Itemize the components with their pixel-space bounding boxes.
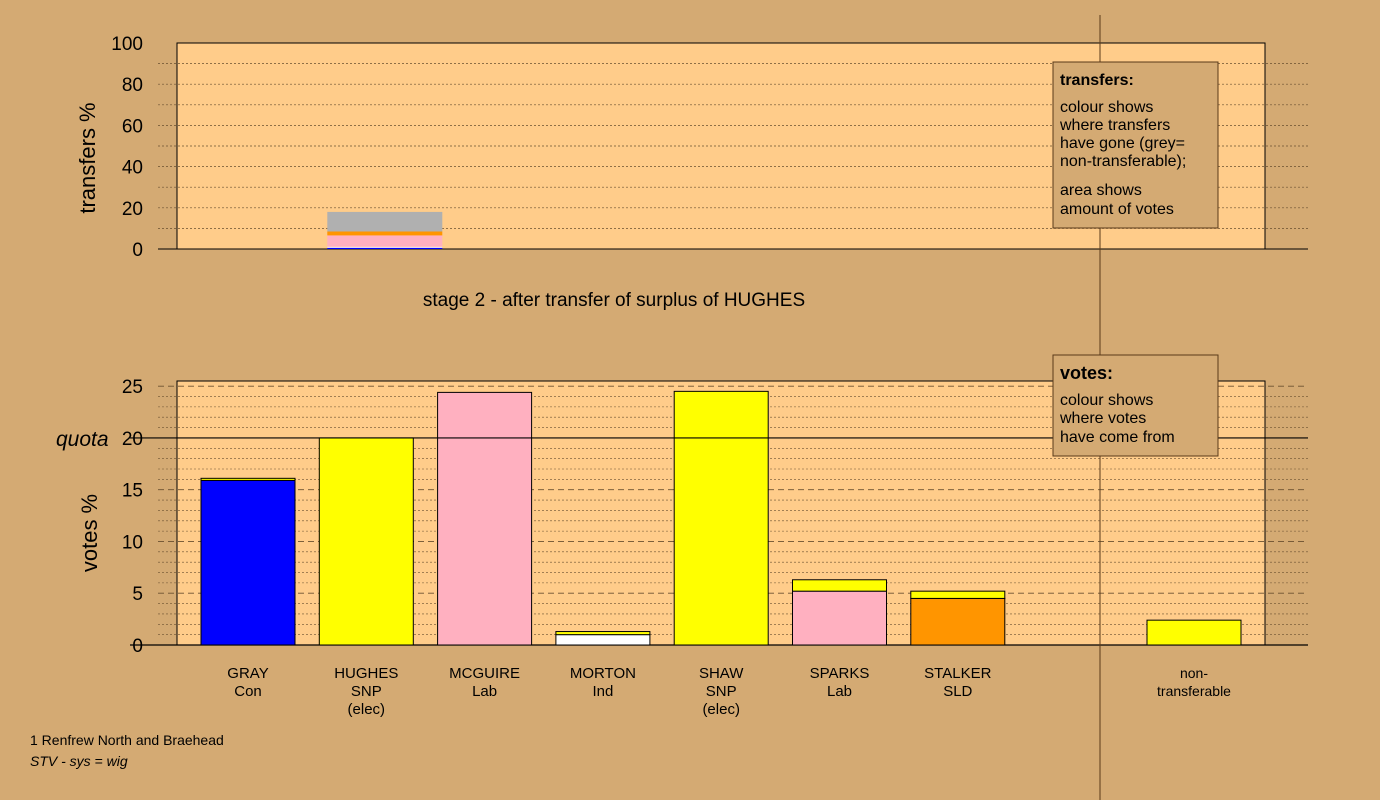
transfer-segment-blue [327,247,443,249]
votes-y-axis-label: votes % [77,494,102,572]
vote-bar-morton-segment-white [555,634,651,646]
transfer-segment-pink [327,235,443,247]
vote-bar-stalker-segment-yellow [910,590,1006,599]
y-tick-label: 20 [122,429,143,450]
votes-x-labels: GRAYConHUGHESSNP(elec)MCGUIRELabMORTONIn… [227,665,1231,718]
vote-bar-morton-segment-yellow [555,631,651,636]
transfer-segment-orange [327,231,443,236]
x-tick-label: MCGUIRE [449,665,520,682]
x-tick-label: STALKER [924,665,991,682]
votes-bars [200,390,1242,646]
x-tick-label-nontransferable: transferable [1157,683,1231,699]
x-tick-label: MORTON [570,665,636,682]
y-tick-label: 100 [111,34,143,55]
x-tick-label: Lab [827,683,852,700]
transfers-legend-line: amount of votes [1060,201,1174,218]
quota-label: quota [56,428,109,451]
x-tick-label: SLD [943,683,972,700]
transfer-segment-white [327,246,443,248]
vote-bar-nontransferable-segment-yellow [1146,619,1242,646]
x-tick-label: SHAW [699,665,744,682]
transfers-bars [327,211,443,249]
stage-title: stage 2 - after transfer of surplus of H… [423,290,805,311]
votes-legend-line: have come from [1060,429,1175,446]
transfers-legend-line: area shows [1060,182,1142,199]
footer-constituency: 1 Renfrew North and Braehead [30,732,224,748]
votes-y-ticks: 0 5 10 15 20 25 [122,377,143,657]
vote-bar-gray-segment-blue [200,479,296,646]
votes-legend-title: votes: [1060,363,1113,383]
y-tick-label: 20 [122,199,143,220]
y-tick-label: 0 [132,240,143,261]
y-tick-label: 25 [122,377,143,398]
x-tick-label: Lab [472,683,497,700]
votes-legend: votes: colour shows where votes have com… [1052,354,1219,457]
x-tick-label: Ind [592,683,613,700]
vote-bar-shaw-segment-yellow [673,390,769,646]
y-tick-label: 60 [122,116,143,137]
vote-bar-sparks-segment-pink [792,590,887,646]
vote-bar-mcguire-segment-pink [437,391,533,646]
votes-legend-line: colour shows [1060,392,1153,409]
vote-bar-gray-segment-yellow [200,477,296,481]
votes-legend-line: where votes [1059,410,1146,427]
x-tick-label-nontransferable: non- [1180,665,1208,681]
x-tick-label: SNP [706,683,737,700]
transfers-legend-line: have gone (grey= [1060,135,1185,152]
y-tick-label: 10 [122,532,143,553]
y-tick-label: 5 [132,584,143,605]
footer-system: STV - sys = wig [30,753,128,769]
transfers-legend-line: non-transferable); [1060,153,1186,170]
votes-legend-box [1052,354,1219,457]
transfers-legend-line: where transfers [1059,117,1170,134]
x-tick-label: (elec) [348,701,386,718]
transfer-segment-grey [327,211,443,232]
transfers-y-ticks: 0 20 40 60 80 100 [111,34,143,261]
x-tick-label: GRAY [227,665,268,682]
transfers-legend-box [1052,61,1219,229]
x-tick-label: Con [234,683,262,700]
transfers-y-axis-label: transfers % [75,102,100,213]
vote-bar-sparks-segment-yellow [792,579,887,592]
transfers-legend: transfers: colour shows where transfers … [1052,61,1219,229]
y-tick-label: 80 [122,75,143,96]
y-tick-label: 40 [122,158,143,179]
y-tick-label: 0 [132,636,143,657]
y-tick-label: 15 [122,481,143,502]
x-tick-label: HUGHES [334,665,398,682]
transfers-legend-line: colour shows [1060,99,1153,116]
x-tick-label: SNP [351,683,382,700]
transfers-legend-title: transfers: [1060,72,1134,89]
x-tick-label: (elec) [702,701,740,718]
vote-bar-hughes-segment-yellow [318,437,414,646]
x-tick-label: SPARKS [810,665,870,682]
vote-bar-stalker-segment-orange [910,597,1006,646]
